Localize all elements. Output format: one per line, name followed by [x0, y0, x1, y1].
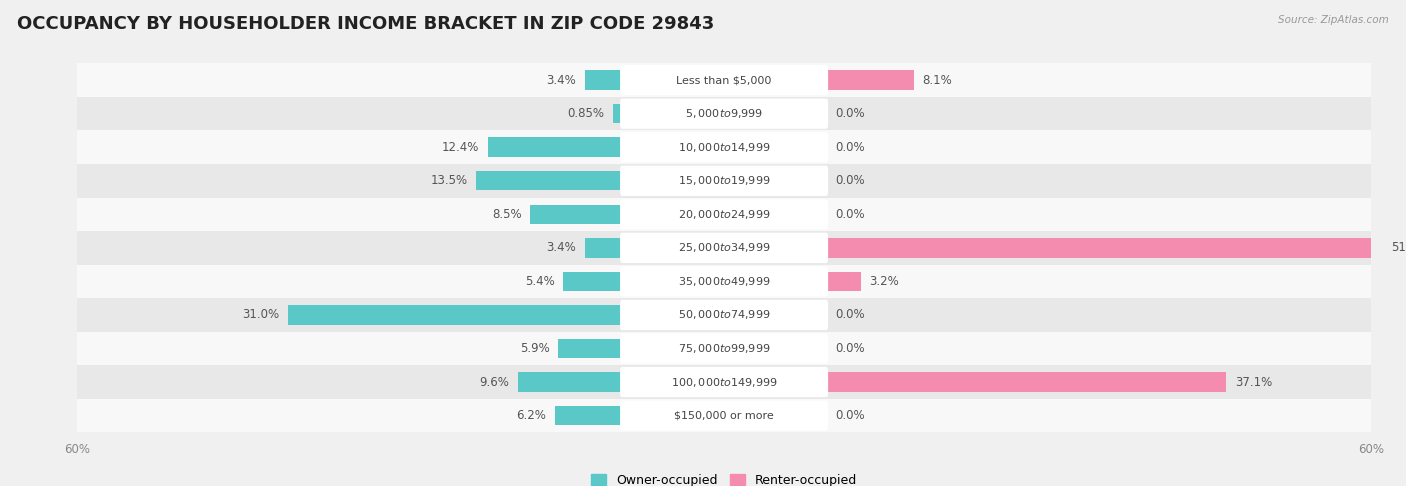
Text: 8.5%: 8.5%: [492, 208, 522, 221]
Text: 0.0%: 0.0%: [835, 141, 865, 154]
Text: 0.0%: 0.0%: [835, 208, 865, 221]
Text: 0.0%: 0.0%: [835, 342, 865, 355]
Bar: [77, 164, 1371, 197]
Text: $5,000 to $9,999: $5,000 to $9,999: [685, 107, 763, 120]
Text: 5.4%: 5.4%: [524, 275, 555, 288]
Text: 6.2%: 6.2%: [516, 409, 546, 422]
Bar: [77, 399, 1371, 433]
Bar: [77, 231, 1371, 265]
Text: 31.0%: 31.0%: [242, 309, 278, 321]
Legend: Owner-occupied, Renter-occupied: Owner-occupied, Renter-occupied: [586, 469, 862, 486]
FancyBboxPatch shape: [620, 333, 828, 364]
Text: $50,000 to $74,999: $50,000 to $74,999: [678, 309, 770, 321]
Bar: [77, 298, 1371, 332]
Bar: [477, 171, 621, 191]
FancyBboxPatch shape: [620, 65, 828, 95]
Bar: [77, 332, 1371, 365]
FancyBboxPatch shape: [620, 166, 828, 196]
Text: $150,000 or more: $150,000 or more: [675, 411, 773, 420]
Text: 9.6%: 9.6%: [479, 376, 509, 388]
Bar: [827, 70, 914, 90]
FancyBboxPatch shape: [620, 233, 828, 263]
FancyBboxPatch shape: [620, 266, 828, 296]
Text: Source: ZipAtlas.com: Source: ZipAtlas.com: [1278, 15, 1389, 25]
Text: $15,000 to $19,999: $15,000 to $19,999: [678, 174, 770, 187]
FancyBboxPatch shape: [620, 300, 828, 330]
Text: 3.4%: 3.4%: [547, 242, 576, 254]
Text: 5.9%: 5.9%: [520, 342, 550, 355]
Bar: [564, 272, 621, 291]
Text: $10,000 to $14,999: $10,000 to $14,999: [678, 141, 770, 154]
Text: 0.0%: 0.0%: [835, 174, 865, 187]
Text: OCCUPANCY BY HOUSEHOLDER INCOME BRACKET IN ZIP CODE 29843: OCCUPANCY BY HOUSEHOLDER INCOME BRACKET …: [17, 15, 714, 33]
Text: $20,000 to $24,999: $20,000 to $24,999: [678, 208, 770, 221]
Bar: [585, 238, 621, 258]
Text: $25,000 to $34,999: $25,000 to $34,999: [678, 242, 770, 254]
Text: 0.0%: 0.0%: [835, 107, 865, 120]
Bar: [827, 238, 1382, 258]
Text: 0.0%: 0.0%: [835, 309, 865, 321]
Text: 3.4%: 3.4%: [547, 73, 576, 87]
Bar: [77, 130, 1371, 164]
Text: 3.2%: 3.2%: [869, 275, 900, 288]
FancyBboxPatch shape: [620, 199, 828, 229]
Bar: [555, 406, 621, 425]
Text: 37.1%: 37.1%: [1234, 376, 1272, 388]
FancyBboxPatch shape: [620, 367, 828, 397]
Bar: [287, 305, 621, 325]
Text: $75,000 to $99,999: $75,000 to $99,999: [678, 342, 770, 355]
FancyBboxPatch shape: [620, 400, 828, 431]
FancyBboxPatch shape: [620, 99, 828, 129]
Bar: [77, 63, 1371, 97]
Bar: [827, 272, 860, 291]
Bar: [77, 97, 1371, 130]
Text: $35,000 to $49,999: $35,000 to $49,999: [678, 275, 770, 288]
Bar: [558, 339, 621, 358]
Text: Less than $5,000: Less than $5,000: [676, 75, 772, 85]
Bar: [827, 372, 1226, 392]
Text: 12.4%: 12.4%: [441, 141, 479, 154]
Bar: [585, 70, 621, 90]
Text: 8.1%: 8.1%: [922, 73, 952, 87]
Text: 0.85%: 0.85%: [567, 107, 605, 120]
Text: $100,000 to $149,999: $100,000 to $149,999: [671, 376, 778, 388]
Bar: [530, 205, 621, 224]
Text: 0.0%: 0.0%: [835, 409, 865, 422]
FancyBboxPatch shape: [620, 132, 828, 162]
Bar: [488, 138, 621, 157]
Bar: [77, 265, 1371, 298]
Bar: [77, 197, 1371, 231]
Bar: [77, 365, 1371, 399]
Bar: [519, 372, 621, 392]
Text: 51.6%: 51.6%: [1392, 242, 1406, 254]
Text: 13.5%: 13.5%: [430, 174, 468, 187]
Bar: [613, 104, 621, 123]
